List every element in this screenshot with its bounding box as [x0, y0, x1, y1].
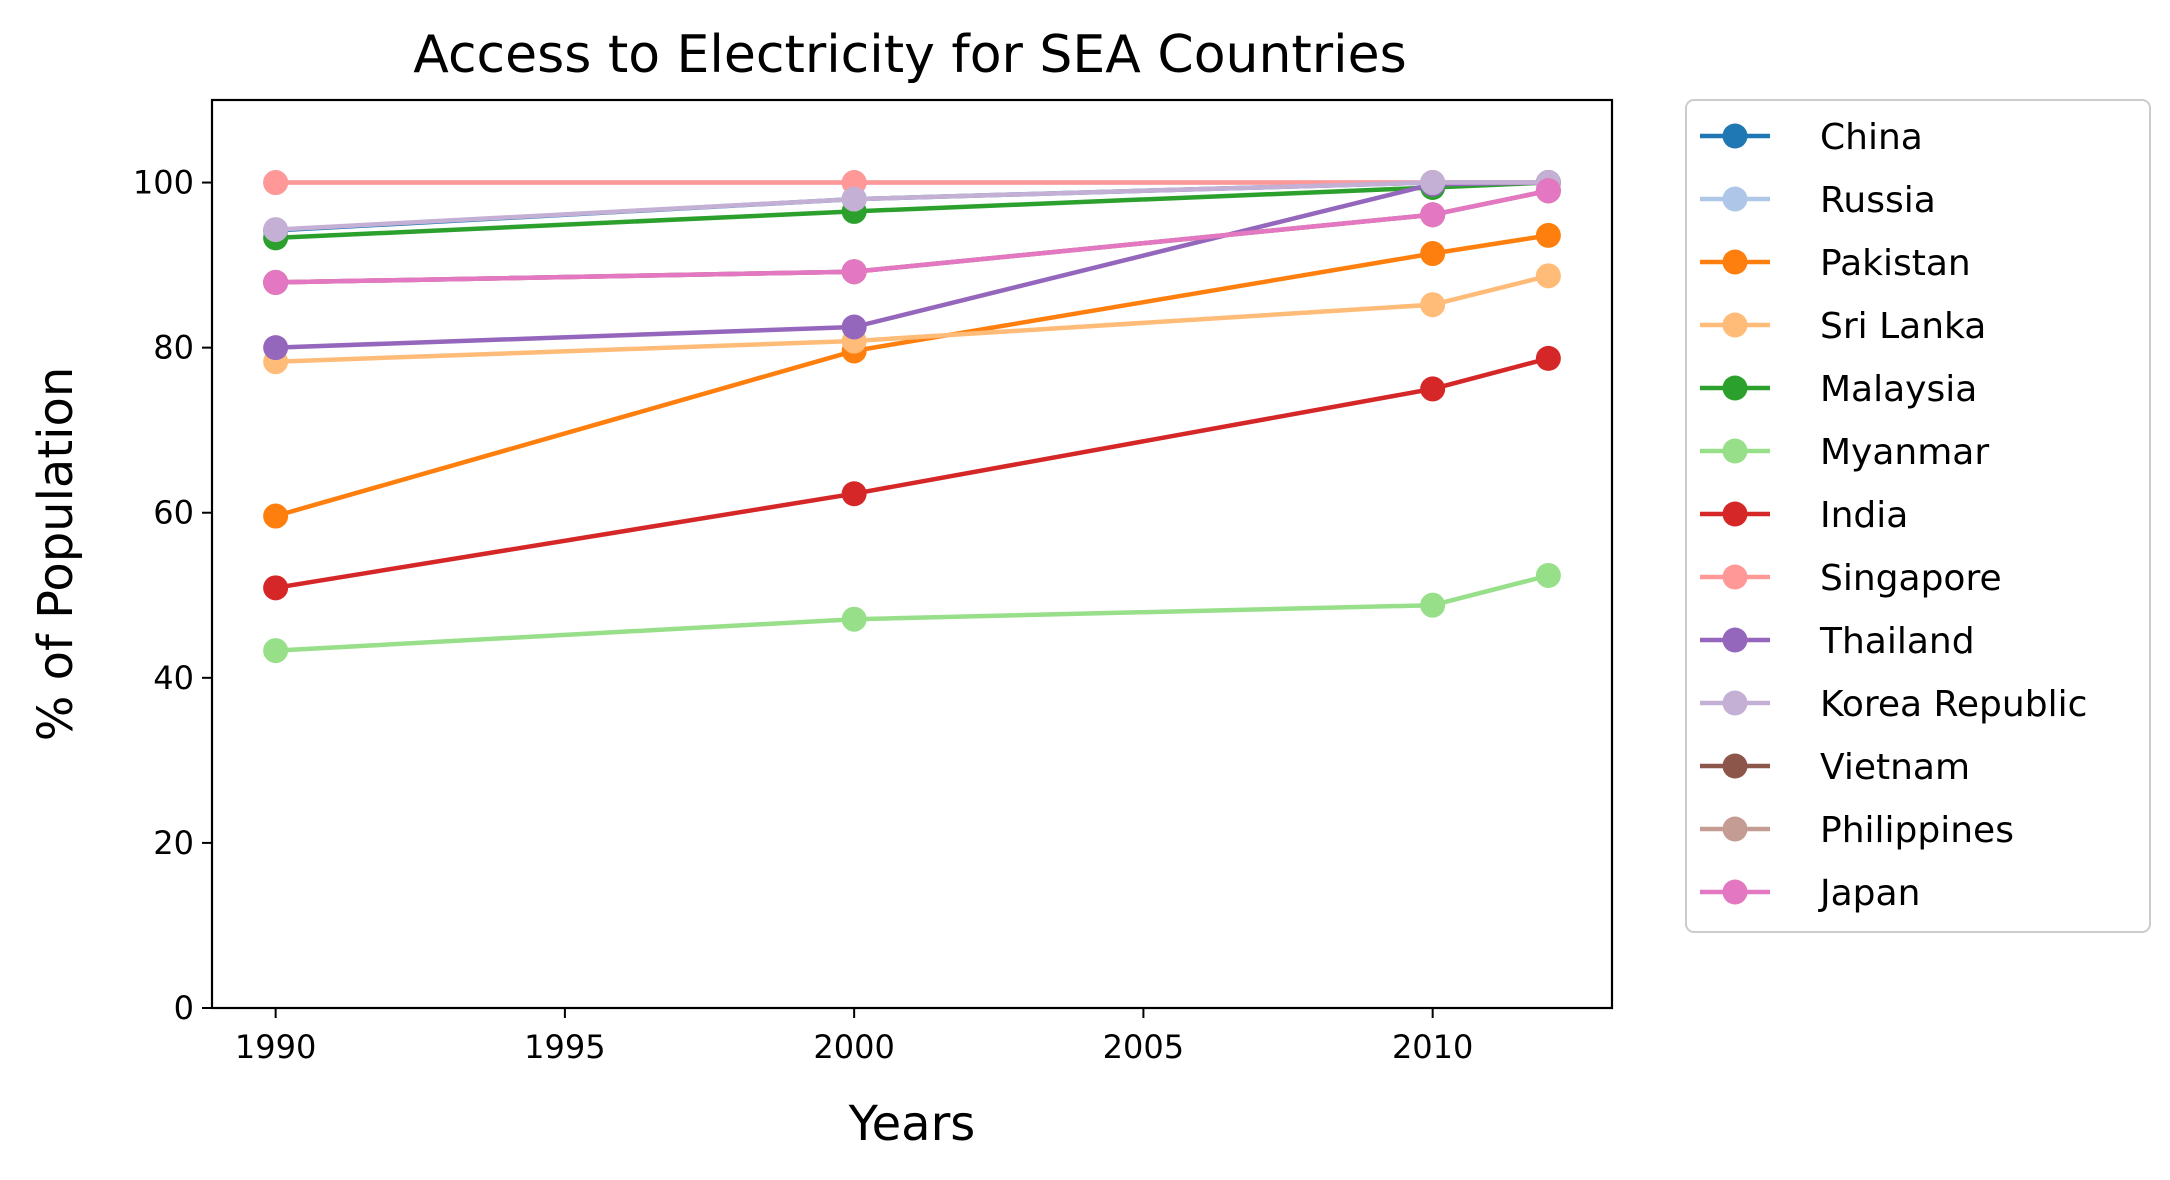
- series-layer: [263, 170, 1561, 664]
- x-tick-label: 1995: [524, 1028, 605, 1066]
- series-line: [275, 180, 1549, 241]
- plot-area: 0 20 40 60 80 100 1990 1995 2000 2005 2010: [133, 98, 1614, 1066]
- legend-label: Thailand: [1819, 621, 1975, 662]
- data-point: [263, 269, 289, 295]
- y-tick-label: 40: [153, 659, 194, 697]
- legend-box: [1685, 99, 2151, 933]
- data-point: [263, 638, 289, 664]
- y-tick-label: 60: [153, 494, 194, 532]
- legend: China Russia Pakistan Sri Lanka Malaysia Myan…: [1685, 99, 2151, 933]
- data-point: [1535, 562, 1561, 588]
- legend-swatch-marker: [1722, 627, 1748, 653]
- chart-title: Access to Electricity for SEA Countries: [413, 25, 1406, 85]
- y-axis: 0 20 40 60 80 100: [133, 164, 212, 1027]
- data-point: [1535, 263, 1561, 289]
- legend-item: Thailand: [1700, 621, 1975, 662]
- data-point: [841, 259, 867, 285]
- legend-item: Singapore: [1700, 558, 2002, 599]
- legend-item: Japan: [1700, 873, 1920, 914]
- legend-label: India: [1820, 495, 1908, 536]
- series-myanmar: [263, 562, 1561, 664]
- legend-label: Philippines: [1820, 810, 2014, 851]
- series-line: [275, 273, 1549, 364]
- legend-label: Singapore: [1820, 558, 2002, 599]
- x-tick-label: 2010: [1392, 1028, 1473, 1066]
- legend-item: Malaysia: [1700, 369, 1977, 410]
- data-point: [841, 481, 867, 507]
- legend-label: Korea Republic: [1820, 684, 2087, 725]
- y-tick-label: 80: [153, 329, 194, 367]
- legend-swatch-marker: [1722, 753, 1748, 779]
- legend-item: China: [1700, 117, 1923, 158]
- legend-item: India: [1700, 495, 1908, 536]
- legend-swatch-marker: [1722, 186, 1748, 212]
- y-tick-label: 0: [174, 989, 194, 1027]
- series-line: [275, 573, 1549, 653]
- y-tick-label: 20: [153, 824, 194, 862]
- legend-label: Russia: [1820, 180, 1936, 221]
- legend-swatch-marker: [1722, 438, 1748, 464]
- data-point: [263, 217, 289, 243]
- x-tick-label: 2005: [1103, 1028, 1184, 1066]
- legend-item: Philippines: [1700, 810, 2014, 851]
- legend-swatch-marker: [1722, 816, 1748, 842]
- legend-label: Malaysia: [1820, 369, 1977, 410]
- x-axis: 1990 1995 2000 2005 2010: [235, 1008, 1473, 1066]
- legend-swatch-marker: [1722, 249, 1748, 275]
- legend-item: Myanmar: [1700, 432, 1989, 473]
- legend-label: Sri Lanka: [1820, 306, 1986, 347]
- data-point: [1420, 592, 1446, 618]
- series-line: [274, 233, 1549, 519]
- series-india: [263, 345, 1561, 601]
- legend-swatch-marker: [1722, 879, 1748, 905]
- legend-item: Russia: [1700, 180, 1936, 221]
- legend-swatch-marker: [1722, 375, 1748, 401]
- legend-label: Myanmar: [1820, 432, 1989, 473]
- data-point: [263, 575, 289, 601]
- legend-label: Japan: [1818, 873, 1920, 914]
- legend-label: China: [1820, 117, 1923, 158]
- legend-swatch-marker: [1722, 690, 1748, 716]
- data-point: [1420, 292, 1446, 318]
- data-point: [1535, 178, 1561, 204]
- data-point: [841, 186, 867, 212]
- data-point: [1420, 202, 1446, 228]
- x-tick-label: 1990: [235, 1028, 316, 1066]
- legend-swatch-marker: [1722, 312, 1748, 338]
- legend-item: Sri Lanka: [1700, 306, 1986, 347]
- data-point: [1420, 376, 1446, 402]
- data-point: [263, 170, 289, 196]
- series-line: [275, 188, 1549, 285]
- data-point: [1535, 222, 1561, 248]
- data-point: [263, 503, 289, 529]
- data-point: [1420, 170, 1446, 196]
- legend-label: Pakistan: [1820, 243, 1971, 284]
- series-line: [275, 180, 1549, 232]
- legend-item: Vietnam: [1700, 747, 1970, 788]
- legend-swatch-marker: [1722, 564, 1748, 590]
- legend-item: Pakistan: [1700, 243, 1971, 284]
- x-axis-title: Years: [848, 1096, 976, 1152]
- x-tick-label: 2000: [813, 1028, 894, 1066]
- y-axis-title: % of Population: [28, 367, 84, 742]
- data-point: [263, 335, 289, 361]
- legend-label: Vietnam: [1820, 747, 1970, 788]
- legend-items: China Russia Pakistan Sri Lanka Malaysia Myan…: [1700, 117, 2087, 914]
- legend-swatch-marker: [1722, 123, 1748, 149]
- data-point: [841, 606, 867, 632]
- legend-item: Korea Republic: [1700, 684, 2087, 725]
- y-tick-label: 100: [133, 164, 194, 202]
- plot-frame: [210, 98, 1614, 1010]
- data-point: [1535, 345, 1561, 371]
- series-japan: [263, 178, 1561, 295]
- series-sri-lanka: [263, 263, 1561, 375]
- data-point: [841, 314, 867, 340]
- data-point: [1420, 241, 1446, 267]
- series-line: [275, 356, 1549, 591]
- legend-swatch-marker: [1722, 501, 1748, 527]
